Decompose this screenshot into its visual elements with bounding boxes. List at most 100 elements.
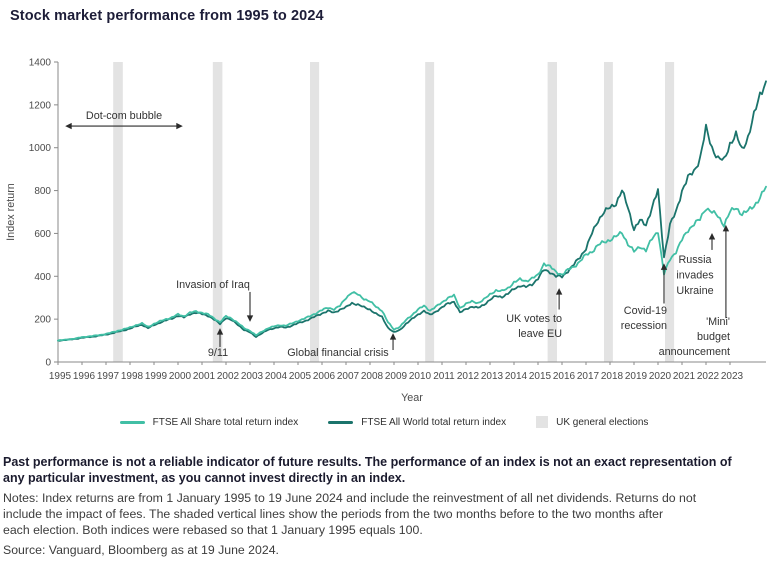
annotation-invasion-of-iraq: Invasion of Iraq [176,279,254,322]
y-tick-label: 600 [34,229,51,240]
annotation-russia-invades-ukraine: Russia invades Ukraine [676,233,716,297]
x-tick-label: 2003 [241,371,264,382]
y-axis-title: Index return [5,183,17,241]
disclaimer-text: Past performance is not a reliable indic… [3,454,767,486]
y-tick-label: 0 [45,358,51,369]
election-band [547,62,557,362]
x-tick-label: 2018 [601,371,624,382]
annotation-covid-19-recession: Covid-19 recession [621,263,668,332]
annotation-label: Covid-19 [624,305,667,317]
annotation-label: UK votes to [506,313,562,325]
annotation-nine-eleven: 9/11 [208,328,228,359]
legend-item-all-share: FTSE All Share total return index [119,416,299,428]
annotation-label: Ukraine [676,285,713,297]
annotation-label: invades [676,270,714,282]
election-band [604,62,613,362]
election-band [113,62,123,362]
legend-label: FTSE All Share total return index [152,416,299,428]
arrowhead [660,263,668,270]
x-tick-label: 2022 [697,371,720,382]
annotation-label: Dot-com bubble [86,110,162,122]
legend: FTSE All Share total return index FTSE A… [0,416,768,428]
series-lines [57,80,767,342]
annotation-label: recession [621,320,667,332]
election-bands [113,62,675,362]
annotation-global-financial-crisis: Global financial crisis [287,333,397,359]
all-world-line-swatch [328,420,354,424]
arrowhead [246,315,254,322]
notes-line: each election. Both indices were rebased… [3,523,423,537]
x-tick-label: 2000 [169,371,192,382]
annotation-mini-budget-announcement: 'Mini' budget announcement [659,224,730,358]
notes-line: Notes: Index returns are from 1 January … [3,491,697,505]
x-tick-label: 1998 [121,371,144,382]
x-tick-label: 2021 [673,371,696,382]
x-tick-label: 2013 [481,371,504,382]
arrowhead [708,233,716,240]
x-tick-label: 2004 [265,371,288,382]
election-band [665,62,675,362]
annotation-label: announcement [659,346,730,358]
page-title: Stock market performance from 1995 to 20… [10,8,324,24]
disclaimer-line: any particular investment, as you cannot… [3,471,406,485]
x-tick-label: 2002 [217,371,240,382]
legend-label: UK general elections [556,416,649,428]
x-tick-label: 2001 [193,371,216,382]
legend-item-all-world: FTSE All World total return index [328,417,506,428]
arrowhead [216,328,224,335]
disclaimer-line: Past performance is not a reliable indic… [3,455,732,469]
x-axis-title: Year [401,392,423,404]
x-tick-label: 2015 [529,371,552,382]
annotations-layer: Dot-com bubble 9/11 Invasion of Iraq Global… [65,110,730,359]
x-tick-label: 2005 [289,371,312,382]
x-tick-label: 2007 [337,371,360,382]
annotation-label: Russia [678,254,711,266]
all-share-line-swatch [119,420,145,424]
x-tick-label: 2016 [553,371,576,382]
annotation-label: budget [697,331,730,343]
annotation-label: 'Mini' [706,316,730,328]
x-tick-label: 2014 [505,371,528,382]
x-tick-label: 2010 [409,371,432,382]
x-tick-label: 2019 [625,371,648,382]
ftse-all-world-line [57,80,767,342]
arrowhead [389,333,397,340]
x-tick-label: 2011 [433,371,455,382]
x-tick-label: 2017 [577,371,600,382]
arrowhead-right [176,122,183,130]
x-tick-label: 1999 [145,371,168,382]
ftse-all-share-line [57,185,767,342]
election-band [310,62,320,362]
y-tick-label: 400 [34,272,51,283]
x-tick-label: 2023 [721,371,744,382]
x-tick-label: 1997 [97,371,120,382]
x-tick-label: 1996 [73,371,96,382]
x-tick-label: 1995 [49,371,72,382]
x-tick-label: 2012 [457,371,480,382]
y-tick-label: 1200 [29,100,52,111]
x-tick-label: 2008 [361,371,384,382]
notes-text: Notes: Index returns are from 1 January … [3,490,767,538]
y-tick-label: 800 [34,186,51,197]
election-band [212,62,223,362]
x-tick-label: 2006 [313,371,336,382]
annotation-uk-votes-to-leave-eu: UK votes to leave EU [506,288,563,340]
y-tick-label: 1000 [29,143,52,154]
x-tick-label: 2020 [649,371,672,382]
elections-band-swatch [536,416,549,428]
annotation-label: Invasion of Iraq [176,279,250,291]
arrowhead [722,224,730,232]
legend-item-elections: UK general elections [536,416,648,428]
y-tick-label: 1400 [29,58,52,69]
notes-line: include the impact of fees. The shaded v… [3,507,664,521]
arrowhead [555,288,563,295]
annotation-label: Global financial crisis [287,347,389,359]
annotation-label: leave EU [518,328,562,340]
x-tick-label: 2009 [385,371,408,382]
election-band [425,62,435,362]
annotation-dotcom-bubble: Dot-com bubble [65,110,183,130]
y-tick-label: 200 [34,315,51,326]
